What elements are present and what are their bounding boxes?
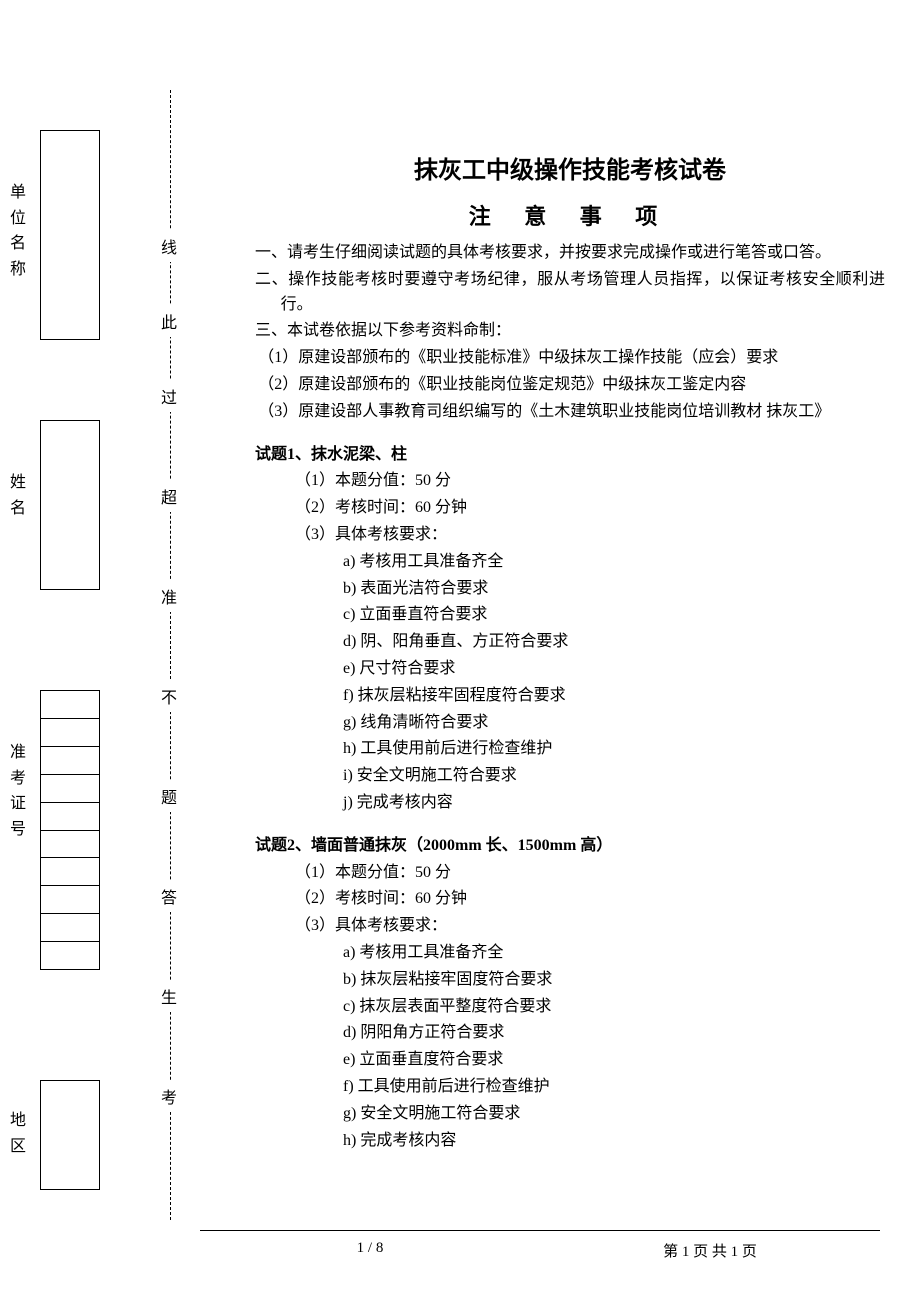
name-label: 姓 名 [8, 470, 28, 521]
req-item: e) 立面垂直度符合要求 [343, 1048, 885, 1073]
unit-label-char1: 单 [8, 180, 28, 206]
cut-line-char: 准 [154, 580, 184, 612]
notice-sub-item: （1）原建设部颁布的《职业技能标准》中级抹灰工操作技能（应会）要求 [255, 346, 885, 371]
footer-right: 第 1 页 共 1 页 [540, 1240, 880, 1261]
req-item: a) 考核用工具准备齐全 [343, 550, 885, 575]
name-input-box[interactable] [40, 420, 100, 590]
unit-label-char3: 名 [8, 231, 28, 257]
exam-no-input-box[interactable] [40, 690, 100, 970]
exam-no-cell[interactable] [41, 746, 99, 774]
exam-no-label-char2: 考 [8, 766, 28, 792]
notice-item: 二、操作技能考核时要遵守考场纪律，服从考场管理人员指挥，以保证考核安全顺利进行。 [255, 268, 885, 318]
unit-label-char4: 称 [8, 257, 28, 283]
question-2-score: （1）本题分值：50 分 [255, 861, 885, 886]
question-1-req-label: （3）具体考核要求： [255, 523, 885, 548]
question-2-req-label: （3）具体考核要求： [255, 914, 885, 939]
cut-line-char: 线 [154, 230, 184, 262]
notice-item: 三、本试卷依据以下参考资料命制： [255, 319, 885, 344]
region-input-box[interactable] [40, 1080, 100, 1190]
notice-sub-item: （2）原建设部颁布的《职业技能岗位鉴定规范》中级抹灰工鉴定内容 [255, 373, 885, 398]
req-item: a) 考核用工具准备齐全 [343, 941, 885, 966]
req-item: j) 完成考核内容 [343, 791, 885, 816]
exam-no-cell[interactable] [41, 941, 99, 969]
req-item: b) 表面光洁符合要求 [343, 577, 885, 602]
req-item: h) 完成考核内容 [343, 1129, 885, 1154]
name-label-char1: 姓 [8, 470, 28, 496]
exam-no-cell[interactable] [41, 913, 99, 941]
req-item: c) 抹灰层表面平整度符合要求 [343, 995, 885, 1020]
region-label: 地 区 [8, 1108, 28, 1159]
req-item: f) 工具使用前后进行检查维护 [343, 1075, 885, 1100]
notice-title: 注 意 事 项 [255, 199, 885, 231]
unit-label-char2: 位 [8, 206, 28, 232]
notice-item: 一、请考生仔细阅读试题的具体考核要求，并按要求完成操作或进行笔答或口答。 [255, 241, 885, 266]
cut-line-char: 过 [154, 380, 184, 412]
document-title: 抹灰工中级操作技能考核试卷 [255, 150, 885, 185]
question-1-time: （2）考核时间：60 分钟 [255, 496, 885, 521]
question-1-req-list: a) 考核用工具准备齐全 b) 表面光洁符合要求 c) 立面垂直符合要求 d) … [255, 550, 885, 816]
req-item: h) 工具使用前后进行检查维护 [343, 737, 885, 762]
exam-no-cell[interactable] [41, 718, 99, 746]
cut-line-char: 超 [154, 480, 184, 512]
exam-no-cell[interactable] [41, 885, 99, 913]
notice-sub-item: （3）原建设部人事教育司组织编写的《土木建筑职业技能岗位培训教材 抹灰工》 [255, 400, 885, 425]
exam-no-label-char3: 证 [8, 791, 28, 817]
req-item: c) 立面垂直符合要求 [343, 603, 885, 628]
cut-line-char: 题 [154, 780, 184, 812]
notice-list: 一、请考生仔细阅读试题的具体考核要求，并按要求完成操作或进行笔答或口答。 二、操… [255, 241, 885, 425]
name-label-char2: 名 [8, 496, 28, 522]
exam-no-cells [41, 691, 99, 969]
footer-divider [200, 1230, 880, 1231]
cut-line-char: 生 [154, 980, 184, 1012]
cut-line-char: 不 [154, 680, 184, 712]
req-item: e) 尺寸符合要求 [343, 657, 885, 682]
question-1-score: （1）本题分值：50 分 [255, 469, 885, 494]
candidate-info-column: 单 位 名 称 姓 名 准 考 证 号 [40, 120, 110, 1200]
req-item: i) 安全文明施工符合要求 [343, 764, 885, 789]
question-2-time: （2）考核时间：60 分钟 [255, 887, 885, 912]
exam-no-cell[interactable] [41, 802, 99, 830]
exam-no-cell[interactable] [41, 691, 99, 718]
exam-no-label-char1: 准 [8, 740, 28, 766]
document-body: 抹灰工中级操作技能考核试卷 注 意 事 项 一、请考生仔细阅读试题的具体考核要求… [255, 150, 885, 1155]
question-1-heading: 试题1、抹水泥梁、柱 [255, 443, 885, 468]
exam-no-cell[interactable] [41, 830, 99, 858]
req-item: d) 阴、阳角垂直、方正符合要求 [343, 630, 885, 655]
unit-label: 单 位 名 称 [8, 180, 28, 282]
req-item: d) 阴阳角方正符合要求 [343, 1021, 885, 1046]
region-label-char2: 区 [8, 1134, 28, 1160]
cut-line-char: 答 [154, 880, 184, 912]
exam-no-cell[interactable] [41, 857, 99, 885]
req-item: g) 安全文明施工符合要求 [343, 1102, 885, 1127]
exam-no-cell[interactable] [41, 774, 99, 802]
question-2-heading: 试题2、墙面普通抹灰（2000mm 长、1500mm 高） [255, 834, 885, 859]
req-item: b) 抹灰层粘接牢固度符合要求 [343, 968, 885, 993]
exam-no-label: 准 考 证 号 [8, 740, 28, 842]
page-footer: 1 / 8 第 1 页 共 1 页 [200, 1240, 880, 1261]
cut-line-char: 此 [154, 305, 184, 337]
footer-left: 1 / 8 [200, 1240, 540, 1261]
req-item: f) 抹灰层粘接牢固程度符合要求 [343, 684, 885, 709]
cut-line-char: 考 [154, 1080, 184, 1112]
question-2-req-list: a) 考核用工具准备齐全 b) 抹灰层粘接牢固度符合要求 c) 抹灰层表面平整度… [255, 941, 885, 1153]
region-label-char1: 地 [8, 1108, 28, 1134]
question-2: 试题2、墙面普通抹灰（2000mm 长、1500mm 高） （1）本题分值：50… [255, 834, 885, 1154]
cut-line: 考 生 答 题 不 准 超 过 此 线 [160, 90, 180, 1220]
req-item: g) 线角清晰符合要求 [343, 711, 885, 736]
unit-input-box[interactable] [40, 130, 100, 340]
question-1: 试题1、抹水泥梁、柱 （1）本题分值：50 分 （2）考核时间：60 分钟 （3… [255, 443, 885, 816]
exam-page: 单 位 名 称 姓 名 准 考 证 号 [0, 0, 920, 1302]
exam-no-label-char4: 号 [8, 817, 28, 843]
